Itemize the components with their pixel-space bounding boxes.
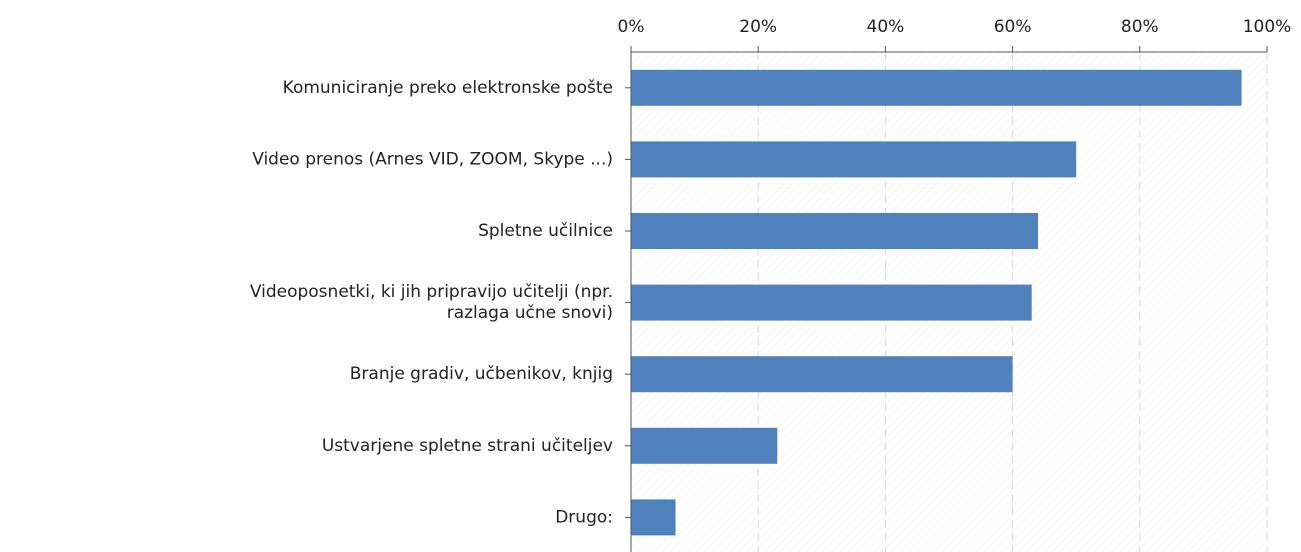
bar [631,213,1039,249]
x-tick-label: 80% [1121,17,1159,37]
x-tick-label: 40% [867,17,905,37]
y-tick-label: Komuniciranje preko elektronske pošte [283,78,613,98]
bar [631,284,1032,321]
bar [631,427,778,464]
x-tick-label: 60% [994,17,1032,37]
y-tick-label: Videoposnetki, ki jih pripravijo učitelj… [250,282,613,323]
y-tick-label: Ustvarjene spletne strani učiteljev [322,436,613,456]
x-tick-label: 20% [739,17,777,37]
x-tick-label: 100% [1243,17,1292,37]
bar [631,69,1242,106]
y-tick-label: Video prenos (Arnes VID, ZOOM, Skype ...… [252,149,613,169]
bar [631,356,1013,393]
bar [631,141,1077,178]
y-tick-label: Spletne učilnice [478,221,613,241]
bar [631,499,676,536]
x-tick-label: 0% [618,17,645,37]
y-tick-label: Drugo: [555,507,613,527]
y-tick-label: Branje gradiv, učbenikov, knjig [350,364,613,384]
